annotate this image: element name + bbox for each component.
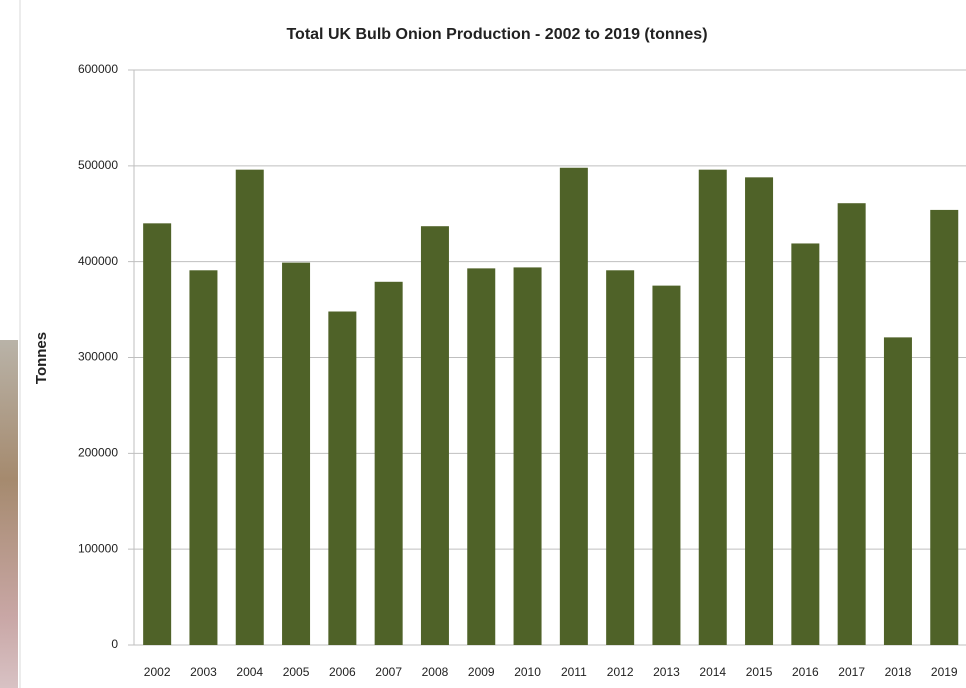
y-tick-label: 400000 bbox=[78, 254, 118, 268]
bar bbox=[374, 281, 403, 645]
x-tick-label: 2009 bbox=[468, 665, 495, 679]
x-tick-label: 2019 bbox=[931, 665, 958, 679]
bar bbox=[652, 285, 681, 645]
bar bbox=[235, 169, 264, 645]
y-tick-label: 300000 bbox=[78, 350, 118, 364]
bar bbox=[745, 177, 774, 646]
x-tick-label: 2007 bbox=[375, 665, 402, 679]
bar bbox=[837, 203, 866, 646]
bar bbox=[513, 267, 542, 645]
bar bbox=[883, 337, 912, 645]
bar bbox=[791, 243, 820, 646]
y-tick-label: 600000 bbox=[78, 62, 118, 76]
x-tick-label: 2008 bbox=[422, 665, 449, 679]
x-tick-label: 2005 bbox=[283, 665, 310, 679]
y-tick-label: 100000 bbox=[78, 541, 118, 555]
x-tick-label: 2016 bbox=[792, 665, 819, 679]
bar bbox=[698, 169, 727, 645]
y-tick-label: 500000 bbox=[78, 158, 118, 172]
y-tick-label: 0 bbox=[111, 637, 118, 651]
x-tick-label: 2014 bbox=[699, 665, 726, 679]
background-photo bbox=[0, 340, 18, 688]
chart-title: Total UK Bulb Onion Production - 2002 to… bbox=[286, 26, 707, 43]
x-tick-label: 2012 bbox=[607, 665, 634, 679]
bar bbox=[606, 270, 635, 645]
x-tick-label: 2018 bbox=[885, 665, 912, 679]
x-tick-label: 2006 bbox=[329, 665, 356, 679]
bar bbox=[282, 262, 311, 645]
bar bbox=[143, 223, 172, 646]
y-tick-label: 200000 bbox=[78, 446, 118, 460]
x-tick-label: 2002 bbox=[144, 665, 171, 679]
bar bbox=[328, 311, 357, 645]
x-tick-label: 2013 bbox=[653, 665, 680, 679]
bar bbox=[559, 167, 588, 645]
x-tick-label: 2010 bbox=[514, 665, 541, 679]
x-tick-label: 2015 bbox=[746, 665, 773, 679]
x-tick-label: 2003 bbox=[190, 665, 217, 679]
bar bbox=[189, 270, 218, 645]
bar bbox=[420, 226, 449, 646]
x-tick-label: 2004 bbox=[236, 665, 263, 679]
x-tick-label: 2017 bbox=[838, 665, 865, 679]
bar bbox=[930, 209, 959, 645]
x-tick-label: 2011 bbox=[561, 665, 587, 679]
y-axis-label: Tonnes bbox=[33, 332, 50, 384]
bar bbox=[467, 268, 496, 645]
